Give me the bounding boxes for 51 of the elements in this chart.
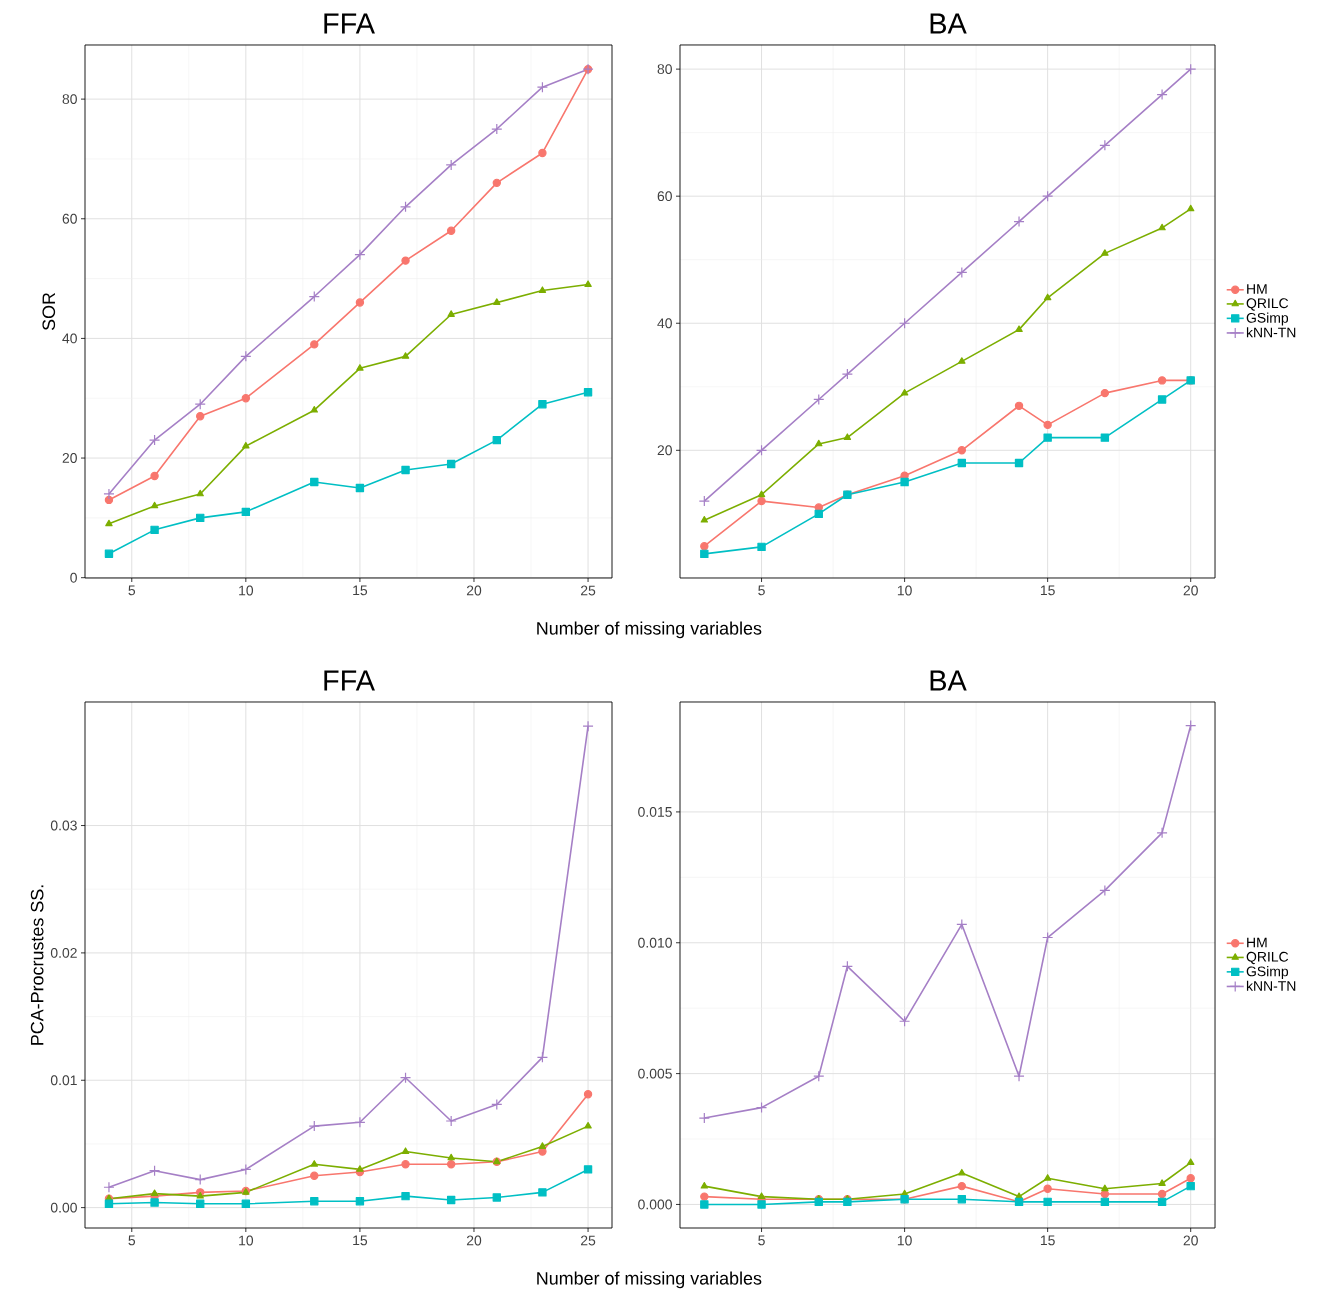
legend-label: kNN-TN xyxy=(1246,327,1296,338)
x-tick-label: 5 xyxy=(758,585,765,596)
legend-label: GSimp xyxy=(1246,966,1289,980)
y-tick-label: 0.00 xyxy=(50,1202,77,1213)
chart-title: BA xyxy=(930,13,967,34)
legend-label: GSimp xyxy=(1246,312,1289,326)
y-tick-label: 20 xyxy=(657,445,672,456)
legend-label: HM xyxy=(1247,937,1267,948)
y-tick-label: 0.01 xyxy=(50,1075,77,1086)
x-tick-label: 10 xyxy=(897,1235,912,1246)
legend-label: QRILC xyxy=(1246,298,1289,311)
y-axis-title: PCA-Procrustes SS. xyxy=(30,885,44,1045)
x-tick-label: 15 xyxy=(1040,585,1055,596)
x-tick-label: 25 xyxy=(581,585,596,596)
y-tick-label: 0.03 xyxy=(50,820,77,831)
x-tick-label: 5 xyxy=(128,585,136,596)
y-tick-label: 60 xyxy=(62,213,77,224)
y-tick-label: 0.005 xyxy=(638,1068,672,1079)
y-tick-label: 40 xyxy=(62,333,77,344)
y-axis-title: SOR xyxy=(42,292,56,331)
x-axis-title: Number of missing variables xyxy=(537,621,762,639)
y-tick-label: 20 xyxy=(62,453,77,463)
x-tick-label: 25 xyxy=(581,1235,596,1246)
x-tick-label: 10 xyxy=(239,585,254,596)
chart-title: BA xyxy=(930,670,967,691)
legend-label: kNN-TN xyxy=(1246,980,1296,991)
x-axis-title: Number of missing variables xyxy=(537,1271,762,1289)
y-tick-label: 0.000 xyxy=(638,1199,672,1210)
y-tick-label: 40 xyxy=(657,318,672,329)
y-tick-label: 0 xyxy=(70,572,77,583)
x-tick-label: 15 xyxy=(1040,1235,1055,1246)
y-tick-label: 0.010 xyxy=(638,937,672,948)
x-tick-label: 20 xyxy=(466,1235,482,1246)
x-tick-label: 15 xyxy=(353,585,368,596)
chart-title: FFA xyxy=(324,670,375,691)
y-tick-label: 0.02 xyxy=(50,947,77,958)
y-tick-label: 80 xyxy=(657,64,672,75)
x-tick-label: 10 xyxy=(897,585,912,596)
x-tick-label: 5 xyxy=(128,1235,136,1246)
x-tick-label: 20 xyxy=(1183,1235,1198,1246)
x-tick-label: 20 xyxy=(466,585,482,596)
y-tick-label: 0.015 xyxy=(638,806,672,817)
x-tick-label: 10 xyxy=(239,1235,254,1246)
y-tick-label: 60 xyxy=(657,191,672,202)
x-tick-label: 15 xyxy=(353,1235,368,1246)
x-tick-label: 5 xyxy=(758,1235,765,1246)
chart-title: FFA xyxy=(324,13,375,34)
y-tick-label: 80 xyxy=(62,94,77,105)
legend-label: HM xyxy=(1247,284,1267,294)
legend-label: QRILC xyxy=(1246,951,1289,965)
x-tick-label: 20 xyxy=(1183,585,1198,596)
